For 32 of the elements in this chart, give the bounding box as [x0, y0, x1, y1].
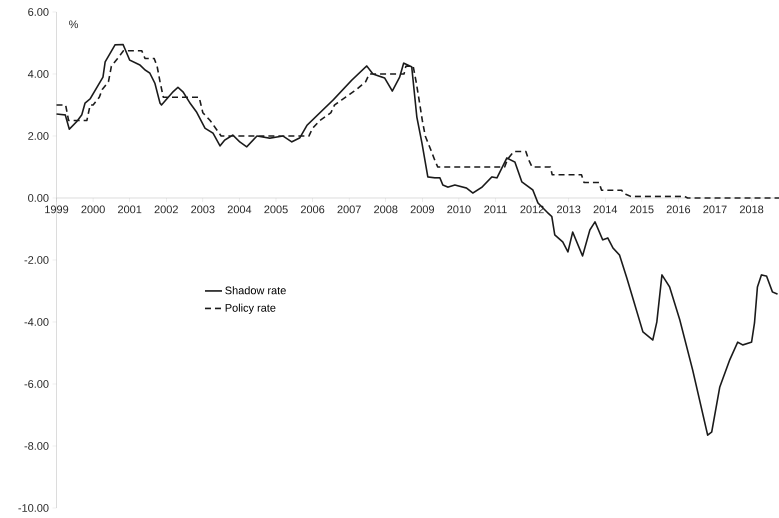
x-tick-label: 2011	[484, 206, 507, 214]
x-tick-label: 2012	[520, 206, 544, 214]
y-tick-label: -4.00	[24, 318, 49, 326]
x-tick-label: 2004	[228, 206, 252, 214]
x-tick-label: 2017	[703, 206, 727, 214]
y-tick-label: 6.00	[28, 8, 49, 16]
x-tick-label: 2008	[374, 206, 398, 214]
x-tick-label: 2005	[264, 206, 288, 214]
y-tick-label: -2.00	[24, 256, 49, 264]
x-tick-label: 2003	[191, 206, 215, 214]
x-tick-label: 2016	[666, 206, 690, 214]
x-tick-label: 2002	[154, 206, 178, 214]
x-tick-label: 2018	[740, 206, 764, 214]
y-tick-label: -10.00	[18, 504, 49, 512]
x-tick-label: 2015	[630, 206, 654, 214]
x-tick-label: 2014	[594, 206, 618, 214]
x-tick-label: 2000	[81, 206, 105, 214]
x-tick-label: 2007	[338, 206, 361, 214]
y-tick-label: 2.00	[28, 132, 49, 140]
x-tick-label: 2009	[410, 206, 434, 214]
x-tick-label: 2006	[300, 206, 324, 214]
y-tick-label: 4.00	[28, 70, 49, 78]
y-tick-label: -8.00	[24, 442, 49, 450]
legend-label: Policy rate	[226, 304, 276, 314]
x-tick-label: 2001	[118, 206, 142, 214]
legend-label: Shadow rate	[225, 286, 286, 294]
x-tick-label: 1999	[45, 206, 68, 214]
y-tick-label: 0.00	[28, 194, 49, 202]
y-tick-label: -6.00	[24, 380, 49, 388]
y-axis-title: %	[69, 20, 78, 28]
x-tick-label: 2010	[447, 206, 471, 214]
x-tick-label: 2013	[557, 206, 580, 214]
